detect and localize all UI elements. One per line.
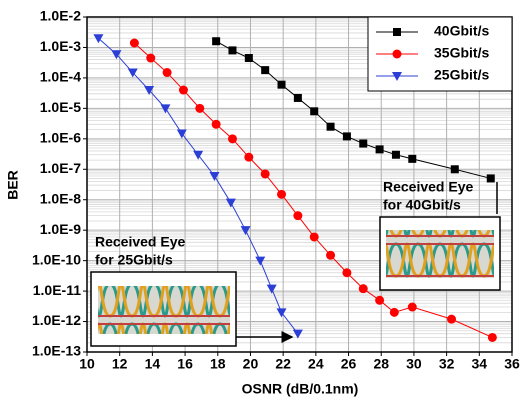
marker bbox=[261, 66, 270, 75]
marker bbox=[447, 314, 457, 324]
marker bbox=[244, 54, 253, 63]
marker bbox=[375, 145, 384, 154]
marker bbox=[160, 104, 171, 114]
marker bbox=[127, 68, 138, 78]
marker bbox=[309, 232, 319, 242]
annotation: Received Eye bbox=[95, 234, 185, 250]
x-tick-label: 10 bbox=[79, 356, 95, 372]
marker bbox=[255, 256, 266, 266]
annotation: for 25Gbit/s bbox=[95, 252, 173, 268]
x-tick-label: 36 bbox=[504, 356, 520, 372]
marker bbox=[326, 250, 336, 260]
marker bbox=[393, 28, 401, 36]
y-tick-label: 1.0E-4 bbox=[40, 69, 81, 85]
y-axis-title: BER bbox=[5, 170, 21, 200]
series-line bbox=[98, 37, 299, 334]
marker bbox=[408, 154, 417, 163]
marker bbox=[211, 119, 221, 129]
marker bbox=[293, 93, 302, 102]
x-tick-label: 26 bbox=[341, 356, 357, 372]
legend-label: 25Gbit/s bbox=[434, 67, 489, 83]
marker bbox=[212, 37, 221, 46]
marker bbox=[111, 50, 122, 60]
marker bbox=[144, 86, 155, 96]
marker bbox=[209, 172, 220, 182]
marker bbox=[193, 150, 204, 160]
marker bbox=[292, 329, 303, 339]
eye-diagram-25g bbox=[98, 286, 230, 334]
marker bbox=[487, 332, 497, 342]
marker bbox=[391, 150, 400, 159]
y-tick-label: 1.0E-9 bbox=[40, 221, 81, 237]
legend-label: 35Gbit/s bbox=[434, 45, 489, 61]
annotation: Received Eye bbox=[383, 179, 473, 195]
y-tick-label: 1.0E-12 bbox=[32, 312, 81, 328]
y-tick-label: 1.0E-8 bbox=[40, 190, 81, 206]
x-tick-label: 34 bbox=[472, 356, 488, 372]
x-tick-label: 16 bbox=[177, 356, 193, 372]
marker bbox=[176, 129, 187, 139]
x-tick-label: 28 bbox=[373, 356, 389, 372]
y-tick-label: 1.0E-3 bbox=[40, 38, 81, 54]
marker bbox=[178, 85, 188, 95]
marker bbox=[276, 308, 287, 318]
y-tick-label: 1.0E-2 bbox=[40, 8, 81, 24]
x-tick-label: 14 bbox=[145, 356, 161, 372]
marker bbox=[93, 34, 104, 44]
marker bbox=[359, 139, 368, 148]
y-tick-label: 1.0E-11 bbox=[33, 282, 81, 298]
eye-diagram-40g bbox=[386, 230, 494, 278]
x-tick-label: 22 bbox=[275, 356, 291, 372]
x-axis-title: OSNR (dB/0.1nm) bbox=[242, 381, 359, 397]
marker bbox=[162, 68, 172, 78]
marker bbox=[146, 53, 156, 63]
x-tick-label: 32 bbox=[439, 356, 455, 372]
marker bbox=[195, 103, 205, 113]
marker bbox=[225, 198, 236, 208]
marker bbox=[486, 174, 495, 183]
marker bbox=[277, 189, 287, 199]
plot-frame bbox=[86, 16, 513, 353]
marker bbox=[375, 295, 385, 305]
marker bbox=[240, 226, 251, 236]
y-tick-label: 1.0E-10 bbox=[32, 251, 81, 267]
marker bbox=[244, 152, 254, 162]
marker bbox=[277, 80, 286, 89]
x-tick-label: 30 bbox=[406, 356, 422, 372]
marker bbox=[342, 268, 352, 278]
marker bbox=[342, 132, 351, 141]
marker bbox=[326, 122, 335, 131]
marker bbox=[358, 284, 368, 294]
marker bbox=[450, 165, 459, 174]
x-tick-label: 18 bbox=[210, 356, 226, 372]
marker bbox=[392, 49, 402, 59]
marker bbox=[407, 302, 417, 312]
annotation: for 40Gbit/s bbox=[383, 197, 461, 213]
marker bbox=[389, 307, 399, 317]
marker bbox=[260, 169, 270, 179]
x-tick-label: 24 bbox=[308, 356, 324, 372]
marker bbox=[228, 46, 237, 55]
marker bbox=[227, 134, 237, 144]
y-tick-label: 1.0E-5 bbox=[40, 99, 81, 115]
marker bbox=[310, 107, 319, 116]
x-tick-label: 12 bbox=[112, 356, 128, 372]
y-tick-label: 1.0E-7 bbox=[40, 160, 81, 176]
marker bbox=[266, 284, 277, 294]
marker bbox=[129, 38, 139, 48]
marker bbox=[293, 211, 303, 221]
y-tick-label: 1.0E-13 bbox=[32, 343, 81, 359]
marker bbox=[392, 72, 402, 81]
legend-label: 40Gbit/s bbox=[434, 23, 489, 39]
x-tick-label: 20 bbox=[243, 356, 259, 372]
y-tick-label: 1.0E-6 bbox=[40, 130, 81, 146]
